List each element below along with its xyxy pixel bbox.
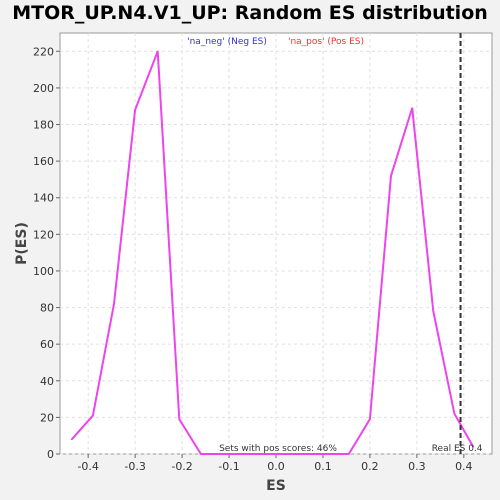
data-point	[113, 303, 115, 305]
y-tick-label: 40	[40, 375, 54, 388]
reference-line-group: Real ES 0.4	[432, 33, 483, 454]
data-point	[390, 174, 392, 177]
data-point	[284, 453, 287, 455]
data-point	[242, 453, 244, 455]
data-point	[347, 453, 350, 455]
data-point	[92, 414, 94, 417]
x-tick-label: -0.4	[77, 460, 98, 473]
x-tick-label: 0.1	[314, 460, 332, 473]
y-tick-label: 0	[47, 448, 54, 461]
y-tick-label: 20	[40, 411, 54, 424]
y-tick-label: 80	[40, 302, 54, 315]
x-tick-label: 0.2	[361, 460, 379, 473]
data-point	[432, 310, 435, 313]
y-tick-label: 120	[33, 228, 54, 241]
y-tick-label: 60	[40, 338, 54, 351]
data-point	[156, 50, 159, 53]
data-point	[200, 453, 202, 455]
data-point	[178, 418, 181, 421]
data-point	[305, 453, 308, 455]
data-point	[263, 453, 266, 455]
y-tick-label: 220	[33, 45, 54, 58]
tick-labels: -0.4 -0.3 -0.2 -0.1 0.0 0.1 0.2 0.3 0.4 0 20 40 60 80…	[33, 45, 473, 473]
y-tick-label: 180	[33, 119, 54, 132]
data-point	[453, 412, 456, 415]
y-tick-label: 200	[33, 82, 54, 95]
y-axis-label: P(ES)	[14, 222, 30, 265]
data-point	[411, 107, 413, 109]
legend: 'na_neg' (Neg ES) 'na_pos' (Pos ES)	[187, 37, 364, 47]
real-es-label: Real ES 0.4	[432, 444, 483, 454]
data-point	[70, 438, 73, 441]
x-tick-label: -0.1	[218, 460, 239, 473]
data-point	[134, 109, 136, 111]
x-tick-label: 0.4	[455, 460, 473, 473]
data-point	[369, 418, 371, 421]
data-point	[472, 445, 475, 448]
series-group	[70, 50, 475, 455]
x-axis-label: ES	[266, 478, 286, 494]
x-tick-label: 0.0	[267, 460, 285, 473]
legend-item-pos: 'na_pos' (Pos ES)	[288, 37, 364, 47]
y-tick-label: 100	[33, 265, 54, 278]
y-tick-label: 140	[33, 192, 54, 205]
data-point	[221, 453, 223, 455]
series-line	[70, 50, 475, 455]
data-point	[326, 453, 329, 455]
x-tick-label: -0.3	[124, 460, 145, 473]
chart-title: MTOR_UP.N4.V1_UP: Random ES distribution	[12, 2, 488, 24]
x-tick-label: 0.3	[408, 460, 426, 473]
y-tick-label: 160	[33, 155, 54, 168]
x-tick-label: -0.2	[171, 460, 192, 473]
legend-item-neg: 'na_neg' (Neg ES)	[187, 37, 267, 47]
pos-scores-annotation: Sets with pos scores: 46%	[219, 444, 337, 454]
